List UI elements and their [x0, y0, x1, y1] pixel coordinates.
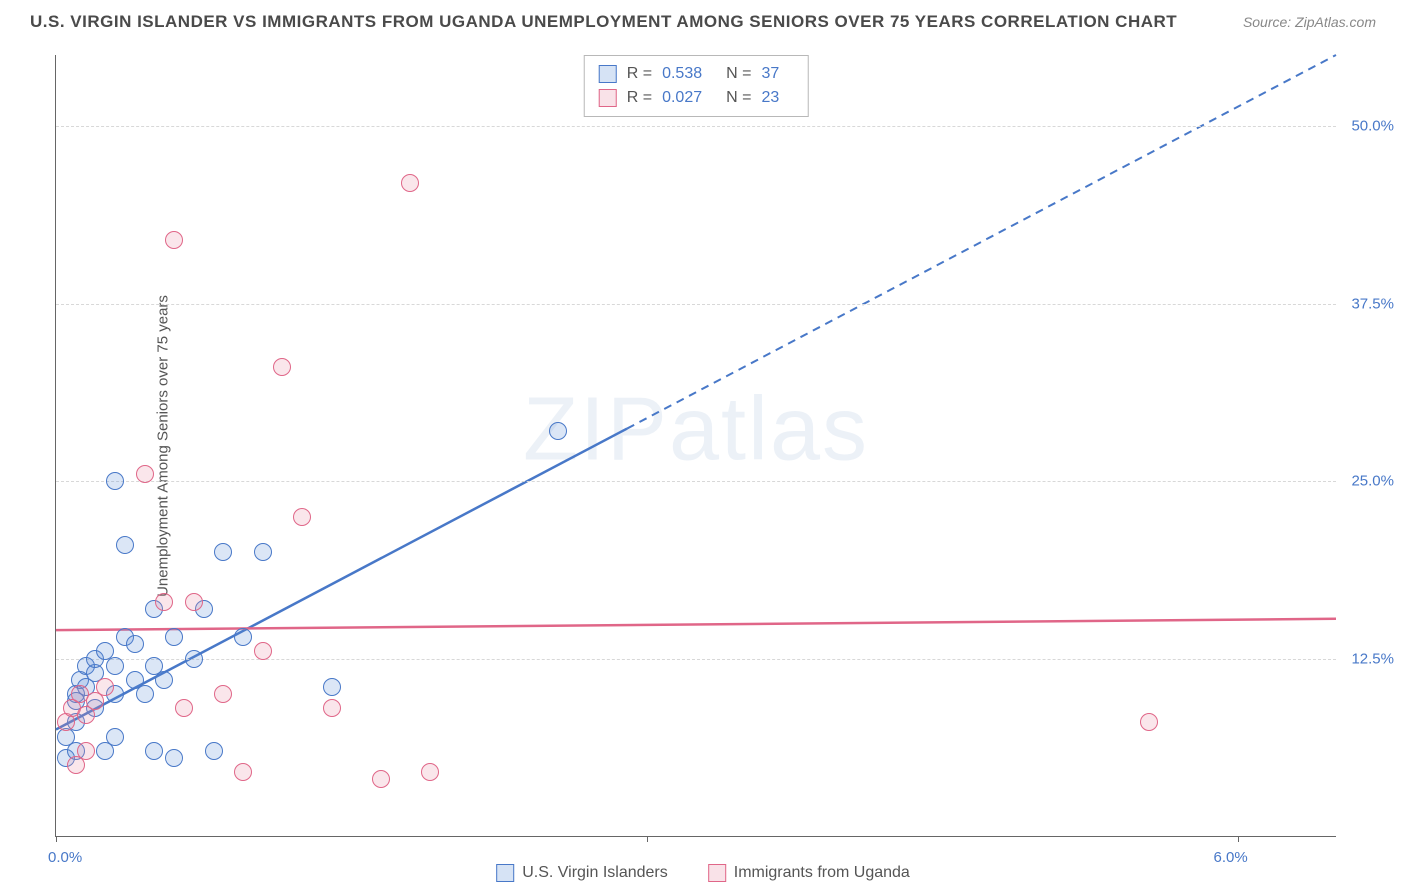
chart-title: U.S. VIRGIN ISLANDER VS IMMIGRANTS FROM …	[30, 12, 1177, 32]
scatter-point	[323, 699, 341, 717]
scatter-point	[155, 593, 173, 611]
watermark: ZIPatlas	[523, 378, 869, 481]
scatter-point	[136, 465, 154, 483]
scatter-point	[165, 231, 183, 249]
chart-source: Source: ZipAtlas.com	[1243, 14, 1376, 30]
y-tick-label: 50.0%	[1351, 118, 1394, 135]
r-value: 0.538	[662, 62, 702, 86]
n-label: N =	[726, 62, 751, 86]
r-label: R =	[627, 62, 652, 86]
chart-header: U.S. VIRGIN ISLANDER VS IMMIGRANTS FROM …	[0, 0, 1406, 38]
r-label: R =	[627, 86, 652, 110]
scatter-point	[401, 174, 419, 192]
y-tick-label: 12.5%	[1351, 650, 1394, 667]
grid-line	[56, 481, 1336, 482]
scatter-point	[175, 699, 193, 717]
scatter-point	[323, 678, 341, 696]
scatter-chart: ZIPatlas R = 0.538 N = 37 R = 0.027 N = …	[55, 55, 1336, 837]
r-value: 0.027	[662, 86, 702, 110]
scatter-point	[549, 422, 567, 440]
scatter-point	[96, 678, 114, 696]
scatter-point	[106, 728, 124, 746]
scatter-point	[234, 763, 252, 781]
scatter-point	[165, 628, 183, 646]
legend-swatch	[496, 864, 514, 882]
scatter-point	[254, 642, 272, 660]
scatter-point	[234, 628, 252, 646]
scatter-point	[165, 749, 183, 767]
scatter-point	[421, 763, 439, 781]
scatter-point	[145, 742, 163, 760]
legend-swatch	[708, 864, 726, 882]
x-tick-label: 6.0%	[1214, 849, 1248, 866]
legend-swatch	[599, 65, 617, 83]
grid-line	[56, 659, 1336, 660]
x-tick-mark	[647, 836, 648, 842]
grid-line	[56, 304, 1336, 305]
scatter-point	[254, 543, 272, 561]
scatter-point	[106, 657, 124, 675]
series-name: Immigrants from Uganda	[734, 864, 910, 882]
trend-line-solid	[56, 619, 1336, 630]
n-value: 23	[761, 86, 779, 110]
scatter-point	[273, 358, 291, 376]
correlation-legend-row: R = 0.027 N = 23	[599, 86, 794, 110]
y-tick-label: 25.0%	[1351, 473, 1394, 490]
scatter-point	[372, 770, 390, 788]
correlation-legend: R = 0.538 N = 37 R = 0.027 N = 23	[584, 55, 809, 117]
scatter-point	[185, 650, 203, 668]
n-label: N =	[726, 86, 751, 110]
series-legend: U.S. Virgin Islanders Immigrants from Ug…	[496, 864, 910, 882]
scatter-point	[214, 685, 232, 703]
legend-swatch	[599, 89, 617, 107]
scatter-point	[214, 543, 232, 561]
scatter-point	[205, 742, 223, 760]
correlation-legend-row: R = 0.538 N = 37	[599, 62, 794, 86]
grid-line	[56, 126, 1336, 127]
scatter-point	[77, 742, 95, 760]
scatter-point	[116, 536, 134, 554]
x-tick-mark	[56, 836, 57, 842]
scatter-point	[136, 685, 154, 703]
x-tick-mark	[1238, 836, 1239, 842]
n-value: 37	[761, 62, 779, 86]
scatter-point	[185, 593, 203, 611]
scatter-point	[155, 671, 173, 689]
scatter-point	[293, 508, 311, 526]
scatter-point	[126, 635, 144, 653]
series-name: U.S. Virgin Islanders	[522, 864, 668, 882]
y-tick-label: 37.5%	[1351, 295, 1394, 312]
x-tick-label: 0.0%	[48, 849, 82, 866]
series-legend-item: Immigrants from Uganda	[708, 864, 910, 882]
series-legend-item: U.S. Virgin Islanders	[496, 864, 668, 882]
scatter-point	[106, 472, 124, 490]
scatter-point	[1140, 713, 1158, 731]
